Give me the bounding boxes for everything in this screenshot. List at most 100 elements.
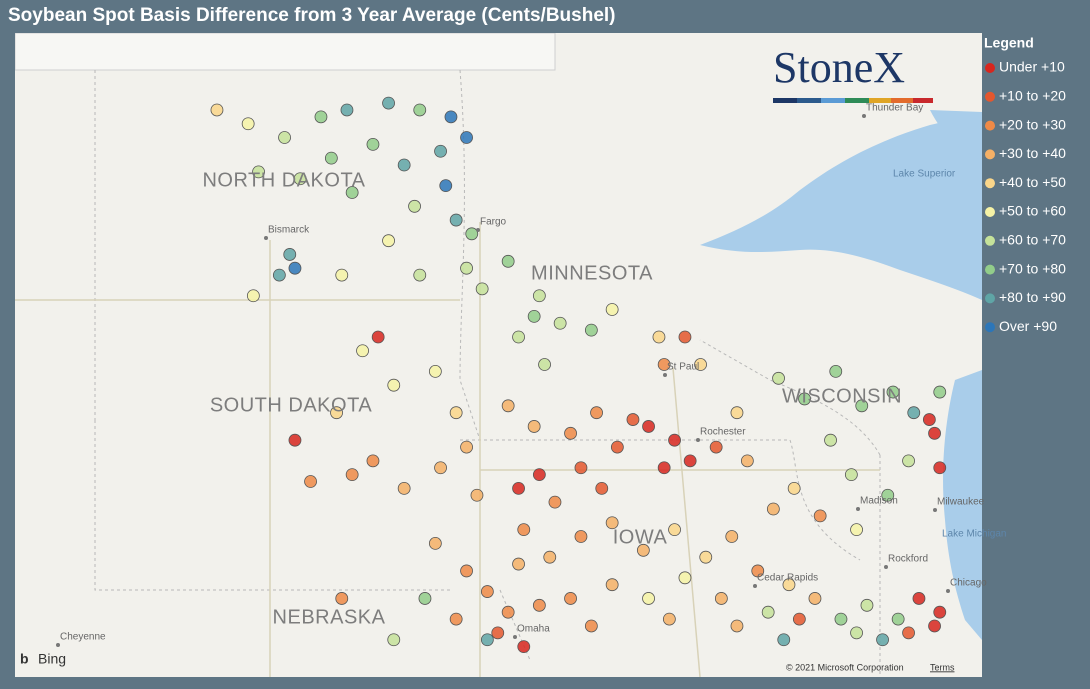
elevator-point[interactable] xyxy=(782,578,796,592)
elevator-point[interactable] xyxy=(371,330,385,344)
elevator-point[interactable] xyxy=(335,592,349,605)
elevator-point[interactable] xyxy=(382,234,395,248)
elevator-point[interactable] xyxy=(829,365,843,378)
elevator-point[interactable] xyxy=(517,523,531,537)
elevator-point[interactable] xyxy=(626,413,640,426)
elevator-point[interactable] xyxy=(460,440,473,454)
elevator-point[interactable] xyxy=(387,633,401,647)
elevator-point[interactable] xyxy=(605,516,619,530)
elevator-point[interactable] xyxy=(470,488,484,502)
elevator-point[interactable] xyxy=(678,330,692,344)
elevator-point[interactable] xyxy=(584,619,598,633)
elevator-point[interactable] xyxy=(590,406,603,420)
elevator-point[interactable] xyxy=(324,151,338,165)
elevator-point[interactable] xyxy=(288,261,302,275)
elevator-point[interactable] xyxy=(678,571,692,585)
elevator-point[interactable] xyxy=(366,137,380,151)
elevator-point[interactable] xyxy=(564,592,577,605)
terms-link[interactable]: Terms xyxy=(930,662,955,672)
elevator-point[interactable] xyxy=(480,633,494,647)
elevator-point[interactable] xyxy=(501,254,515,268)
elevator-point[interactable] xyxy=(860,598,874,612)
elevator-point[interactable] xyxy=(491,626,505,640)
elevator-point[interactable] xyxy=(657,461,671,475)
elevator-point[interactable] xyxy=(668,433,681,447)
elevator-point[interactable] xyxy=(886,385,900,399)
elevator-point[interactable] xyxy=(517,640,531,654)
elevator-point[interactable] xyxy=(434,144,447,158)
elevator-point[interactable] xyxy=(548,495,562,509)
elevator-point[interactable] xyxy=(532,598,546,612)
elevator-point[interactable] xyxy=(740,454,754,468)
elevator-point[interactable] xyxy=(928,426,941,440)
elevator-point[interactable] xyxy=(881,488,895,502)
elevator-point[interactable] xyxy=(725,530,739,543)
elevator-point[interactable] xyxy=(532,289,546,303)
elevator-point[interactable] xyxy=(335,268,349,282)
elevator-point[interactable] xyxy=(428,537,442,550)
elevator-point[interactable] xyxy=(356,344,369,358)
elevator-point[interactable] xyxy=(876,633,889,647)
elevator-point[interactable] xyxy=(902,454,915,468)
elevator-point[interactable] xyxy=(345,186,359,199)
elevator-point[interactable] xyxy=(293,172,307,186)
elevator-point[interactable] xyxy=(408,199,421,213)
elevator-point[interactable] xyxy=(855,399,869,413)
elevator-point[interactable] xyxy=(642,420,655,433)
elevator-point[interactable] xyxy=(449,406,463,420)
elevator-point[interactable] xyxy=(694,358,707,371)
elevator-point[interactable] xyxy=(532,468,546,482)
elevator-point[interactable] xyxy=(439,179,453,193)
elevator-point[interactable] xyxy=(610,440,624,454)
elevator-point[interactable] xyxy=(574,530,588,543)
elevator-point[interactable] xyxy=(460,564,473,578)
elevator-point[interactable] xyxy=(605,303,619,316)
elevator-point[interactable] xyxy=(345,468,359,482)
elevator-point[interactable] xyxy=(574,461,588,475)
elevator-point[interactable] xyxy=(527,309,541,323)
elevator-point[interactable] xyxy=(730,406,744,420)
elevator-point[interactable] xyxy=(543,550,557,564)
elevator-point[interactable] xyxy=(813,509,827,523)
elevator-point[interactable] xyxy=(891,612,905,626)
elevator-point[interactable] xyxy=(564,426,577,440)
elevator-point[interactable] xyxy=(709,440,723,454)
elevator-point[interactable] xyxy=(449,213,463,227)
elevator-point[interactable] xyxy=(922,413,936,426)
elevator-point[interactable] xyxy=(283,248,297,261)
elevator-point[interactable] xyxy=(449,612,463,626)
elevator-point[interactable] xyxy=(766,502,780,516)
elevator-point[interactable] xyxy=(699,550,713,564)
elevator-point[interactable] xyxy=(761,605,775,619)
elevator-point[interactable] xyxy=(605,578,619,592)
elevator-point[interactable] xyxy=(512,330,525,344)
elevator-point[interactable] xyxy=(714,592,728,605)
elevator-point[interactable] xyxy=(387,378,401,392)
elevator-point[interactable] xyxy=(787,481,801,495)
elevator-point[interactable] xyxy=(933,605,947,619)
elevator-point[interactable] xyxy=(460,261,473,275)
elevator-point[interactable] xyxy=(844,468,858,482)
elevator-point[interactable] xyxy=(418,592,432,605)
elevator-point[interactable] xyxy=(912,592,926,605)
elevator-point[interactable] xyxy=(595,481,609,495)
elevator-point[interactable] xyxy=(933,385,947,399)
elevator-point[interactable] xyxy=(210,103,224,117)
elevator-point[interactable] xyxy=(246,289,260,303)
elevator-point[interactable] xyxy=(850,523,863,537)
elevator-point[interactable] xyxy=(272,268,286,282)
elevator-point[interactable] xyxy=(792,612,806,626)
elevator-point[interactable] xyxy=(772,371,785,385)
elevator-point[interactable] xyxy=(553,316,567,330)
elevator-point[interactable] xyxy=(304,475,317,488)
elevator-point[interactable] xyxy=(657,358,671,371)
elevator-point[interactable] xyxy=(798,392,811,406)
elevator-point[interactable] xyxy=(902,626,915,640)
elevator-point[interactable] xyxy=(642,592,655,605)
elevator-point[interactable] xyxy=(683,454,697,468)
elevator-point[interactable] xyxy=(777,633,791,647)
elevator-point[interactable] xyxy=(636,543,650,557)
elevator-point[interactable] xyxy=(413,268,427,282)
elevator-point[interactable] xyxy=(824,433,837,447)
elevator-point[interactable] xyxy=(278,131,291,144)
